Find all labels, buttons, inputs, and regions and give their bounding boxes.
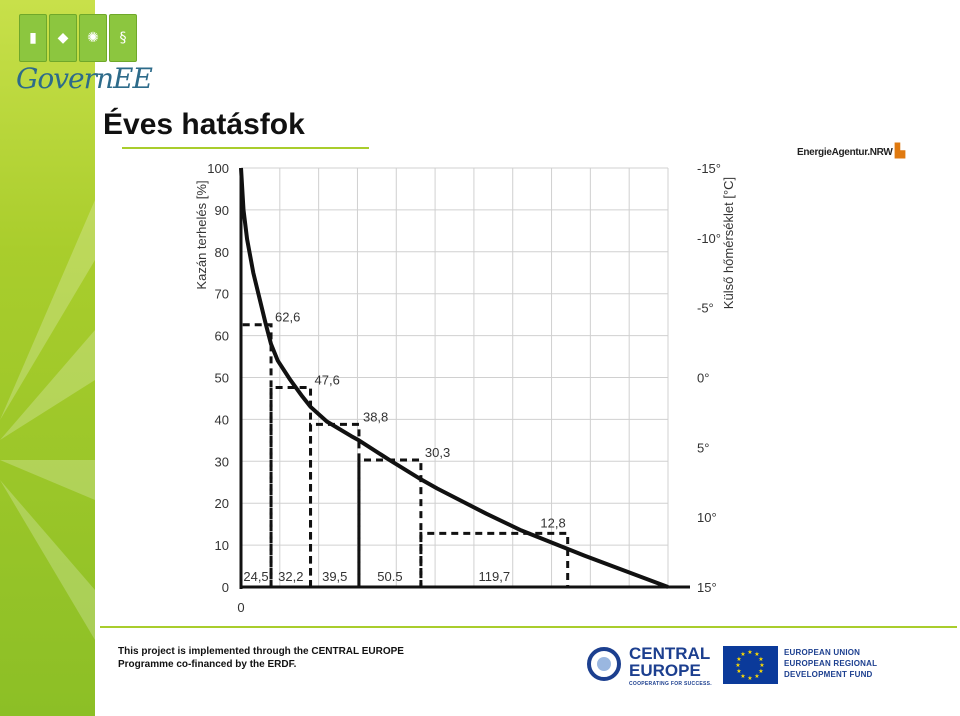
svg-text:★: ★ (747, 675, 752, 682)
svg-text:★: ★ (754, 673, 759, 680)
step-value-label: 30,3 (425, 445, 450, 460)
side-rays (0, 200, 95, 640)
y-tick-label: 30 (215, 454, 229, 469)
y-tick-label: 40 (215, 412, 229, 427)
y-tick-label: 80 (215, 245, 229, 260)
chart-labels: 0 10 20 30 40 50 60 70 80 90 100 -15° -10° -5° 0° 5° 10°… (194, 161, 736, 615)
y2-tick-label: -10° (697, 231, 721, 246)
svg-text:★: ★ (736, 656, 741, 663)
y-tick-label: 60 (215, 329, 229, 344)
ce-name-2: EUROPE (629, 661, 701, 680)
step-width-label: 39,5 (322, 569, 347, 584)
y2-tick-label: 5° (697, 440, 709, 455)
chart-steps (239, 323, 570, 587)
footer-divider (100, 626, 957, 628)
y2-axis-title: Külső hőmérséklet [°C] (721, 177, 736, 309)
step-width-label: 24,5 (243, 569, 268, 584)
svg-text:★: ★ (736, 668, 741, 675)
step-width-label: 50.5 (377, 569, 402, 584)
x-origin-label: 0 (237, 600, 244, 615)
step-width-label: 119,7 (479, 569, 511, 584)
step-value-label: 12,8 (540, 515, 565, 530)
y-tick-label: 70 (215, 287, 229, 302)
step-rect-1 (239, 323, 273, 587)
ce-name: CENTRAL EUROPE (629, 645, 710, 679)
load-duration-curve (239, 167, 669, 589)
central-europe-logo: CENTRAL EUROPE COOPERATING FOR SUCCESS. (585, 645, 713, 687)
svg-text:★: ★ (740, 673, 745, 680)
svg-text:★: ★ (747, 649, 752, 656)
eu-line-1: EUROPEAN UNION (784, 648, 861, 657)
chart-axes (239, 168, 690, 589)
y-tick-label: 10 (215, 538, 229, 553)
svg-text:★: ★ (759, 662, 764, 669)
sun-icon: ✺ (79, 14, 107, 62)
ce-subtitle: COOPERATING FOR SUCCESS. (629, 681, 712, 687)
page-title: Éves hatásfok (103, 108, 305, 141)
ce-name-1: CENTRAL (629, 644, 711, 663)
step-rect-4 (357, 458, 423, 587)
energieagentur-logo-text: EnergieAgentur.NRW (797, 147, 893, 158)
step-rect-5 (419, 531, 570, 587)
step-value-label: 62,6 (275, 310, 300, 325)
building-icon: ▮ (19, 14, 47, 62)
step-rect-2 (269, 386, 313, 587)
footer-text: This project is implemented through the … (118, 645, 404, 671)
eu-text: EUROPEAN UNION EUROPEAN REGIONAL DEVELOP… (784, 647, 877, 680)
eu-line-2: EUROPEAN REGIONAL (784, 659, 878, 668)
chart-curve (239, 167, 669, 589)
svg-text:★: ★ (758, 656, 763, 663)
side-decoration-bar (0, 0, 95, 716)
logo-text: GovernEE (16, 62, 153, 95)
y-tick-label: 90 (215, 203, 229, 218)
title-underline (122, 147, 369, 149)
footer-line-1: This project is implemented through the … (118, 646, 404, 657)
svg-text:★: ★ (758, 668, 763, 675)
y-axis-title: Kazán terhelés [%] (194, 180, 209, 289)
y2-tick-label: -5° (697, 301, 714, 316)
footer-line-2: Programme co-financed by the ERDF. (118, 659, 297, 670)
chart-grid (240, 167, 669, 588)
y2-tick-label: 15° (697, 580, 717, 595)
y-tick-label: 0 (222, 580, 229, 595)
svg-text:★: ★ (754, 651, 759, 658)
governee-logo: ▮ ◆ ✺ § GovernEE (12, 12, 153, 102)
globe-icon (587, 647, 621, 681)
y-tick-label: 50 (215, 371, 229, 386)
energieagentur-mark-icon: ▙ (895, 143, 905, 158)
step-width-label: 32,2 (278, 569, 303, 584)
y2-tick-label: 10° (697, 510, 717, 525)
paragraph-icon: § (109, 14, 137, 62)
step-rect-3 (309, 422, 361, 587)
eu-line-3: DEVELOPMENT FUND (784, 670, 873, 679)
step-value-label: 38,8 (363, 409, 388, 424)
y-tick-label: 20 (215, 496, 229, 511)
y-tick-label: 100 (207, 161, 229, 176)
svg-text:★: ★ (735, 662, 740, 669)
energieagentur-logo: EnergieAgentur.NRW ▙ (797, 143, 905, 159)
y2-tick-label: 0° (697, 371, 709, 386)
eu-flag-icon: ★ ★★ ★★★ ★★★ ★★★ (723, 646, 778, 684)
y2-tick-label: -15° (697, 161, 721, 176)
leaf-icon: ◆ (49, 14, 77, 62)
svg-text:★: ★ (740, 651, 745, 658)
step-value-label: 47,6 (315, 373, 340, 388)
